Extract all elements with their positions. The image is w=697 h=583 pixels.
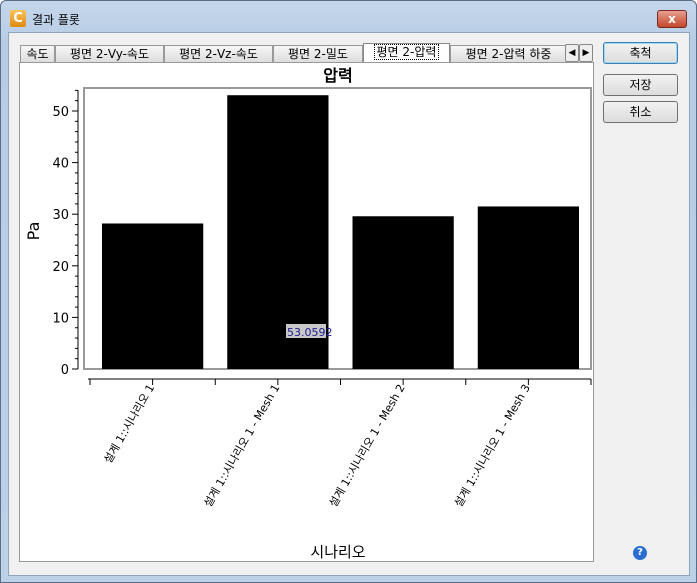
scale-button[interactable]: 축척: [603, 42, 678, 64]
tab-label: 평면 2-Vz-속도: [179, 47, 258, 61]
y-tick-label: 50: [52, 105, 69, 120]
title-bar[interactable]: C 결과 플롯 x: [1, 1, 696, 33]
tab-vy-velocity[interactable]: 평면 2-Vy-속도: [55, 45, 164, 63]
window-title: 결과 플롯: [32, 13, 80, 27]
x-tick-label: 설계 1::시나리오 1 - Mesh 3: [452, 382, 533, 509]
y-axis-label: Pa: [24, 222, 43, 241]
app-icon: C: [10, 10, 26, 27]
y-tick-label: 30: [52, 208, 69, 223]
tab-label: 속도: [26, 47, 49, 61]
bar: [477, 206, 579, 369]
tab-label: 평면 2-압력 하중: [465, 47, 552, 61]
cancel-button[interactable]: 취소: [603, 101, 678, 123]
y-tick-label: 0: [61, 363, 69, 378]
tab-scroll-right-icon[interactable]: ▶: [579, 44, 593, 62]
tab-label: 평면 2-Vy-속도: [69, 47, 150, 61]
tab-pressure-load[interactable]: 평면 2-압력 하중: [450, 45, 567, 63]
tab-scroll-left-icon[interactable]: ◀: [565, 44, 579, 62]
y-tick-label: 10: [52, 311, 69, 326]
close-button[interactable]: x: [657, 10, 687, 28]
save-button[interactable]: 저장: [603, 74, 678, 96]
x-axis-label: 시나리오: [310, 543, 365, 561]
dialog-body: 속도 평면 2-Vy-속도 평면 2-Vz-속도 평면 2-밀도 평면 2-압력…: [8, 32, 690, 576]
value-annotation: 53.0592: [287, 326, 333, 339]
bar: [352, 216, 454, 369]
tab-label: 평면 2-압력: [373, 44, 440, 60]
y-tick-label: 20: [52, 260, 69, 275]
annotation-background: [286, 324, 326, 338]
bar: [227, 95, 329, 369]
x-tick-label: 설계 1::시나리오 1: [101, 382, 157, 466]
plot-frame: [83, 87, 592, 370]
tab-density[interactable]: 평면 2-밀도: [273, 45, 363, 63]
tab-velocity[interactable]: 속도: [20, 45, 55, 63]
y-tick-label: 40: [52, 157, 69, 172]
help-icon[interactable]: ?: [633, 546, 647, 560]
bar: [102, 223, 204, 369]
tab-pressure[interactable]: 평면 2-압력: [363, 43, 450, 64]
tab-scroll: ◀ ▶: [565, 44, 595, 62]
chart-title: 압력: [323, 66, 352, 85]
x-tick-label: 설계 1::시나리오 1 - Mesh 1: [201, 382, 282, 509]
tab-vz-velocity[interactable]: 평면 2-Vz-속도: [164, 45, 273, 63]
tab-label: 평면 2-밀도: [288, 47, 348, 61]
x-tick-label: 설계 1::시나리오 1 - Mesh 2: [327, 382, 408, 509]
